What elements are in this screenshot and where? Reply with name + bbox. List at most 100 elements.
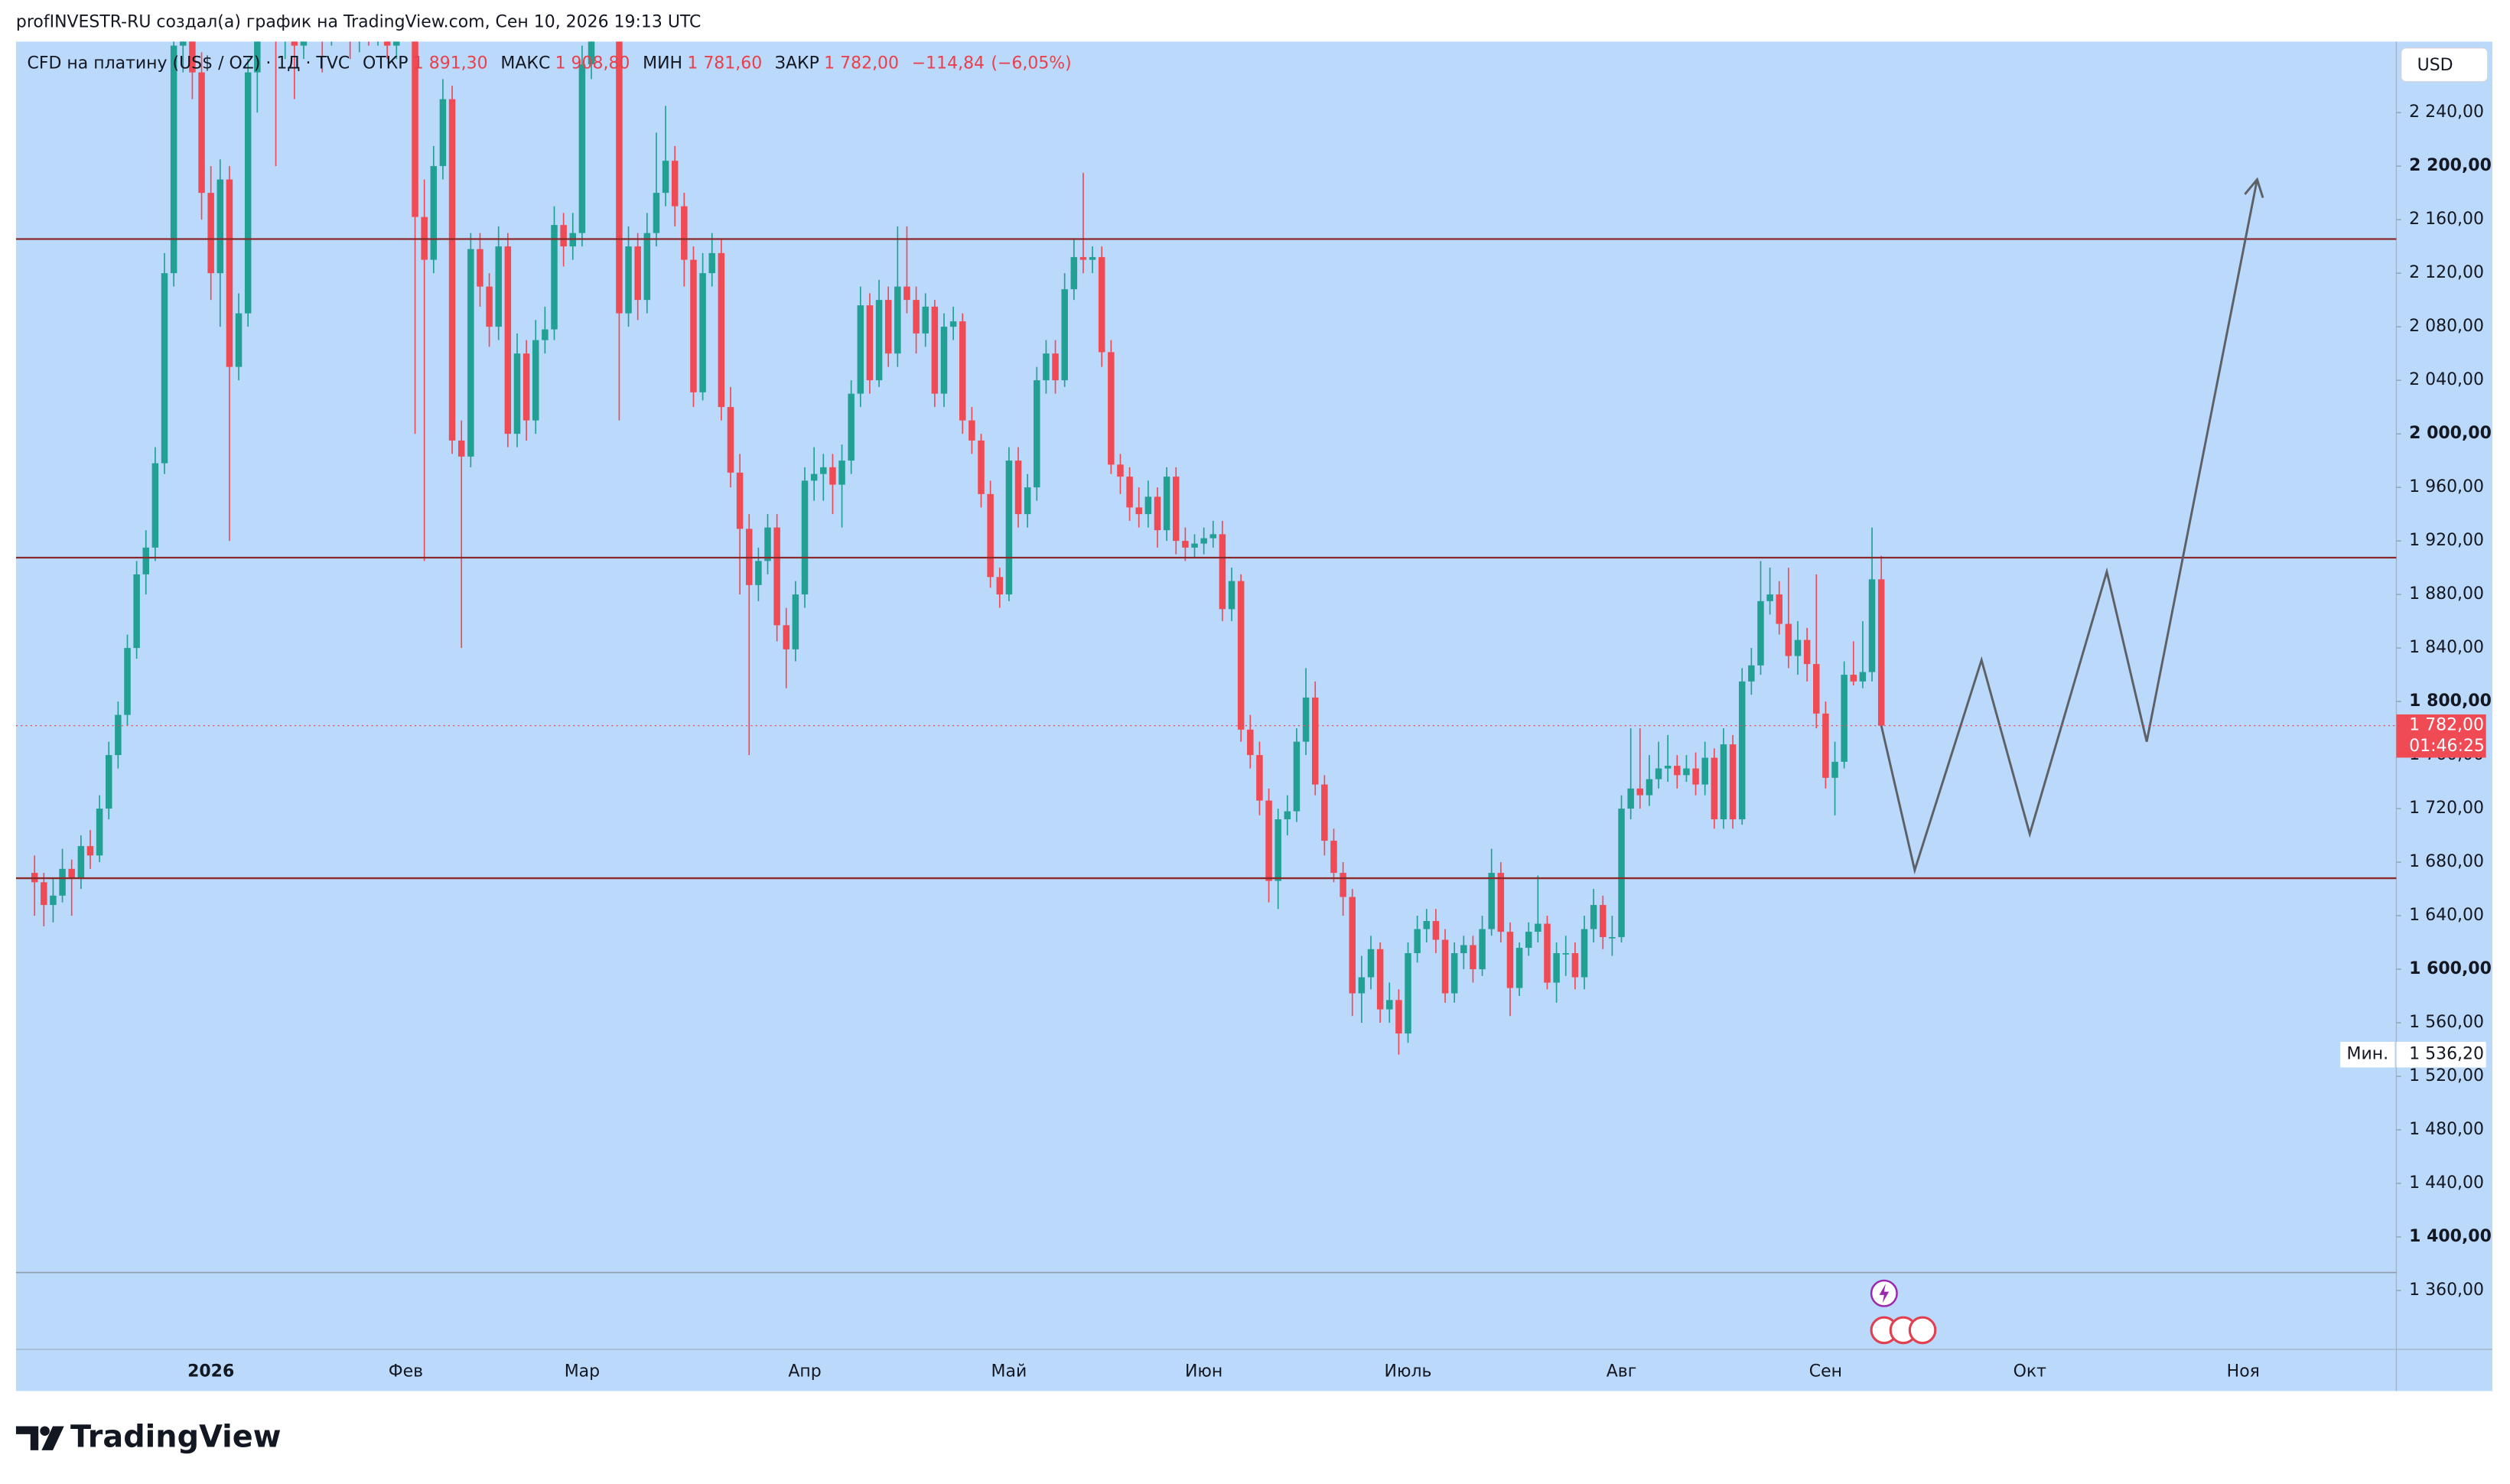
candle-body	[1785, 623, 1792, 656]
candle-body	[718, 252, 725, 408]
candle-body	[41, 882, 47, 906]
candle-body	[1850, 675, 1857, 682]
candle-body	[1163, 477, 1170, 531]
legend-key: МАКС	[500, 54, 550, 73]
y-tick-label: 1 720,00	[2409, 799, 2484, 818]
x-tick-label: Май	[991, 1362, 1027, 1381]
candle-body	[1367, 949, 1375, 978]
x-tick-label: Июн	[1185, 1362, 1222, 1381]
candle-body	[86, 846, 94, 856]
candle-body	[393, 41, 400, 46]
candle-body	[755, 561, 762, 585]
candle-body	[913, 300, 920, 334]
candle-body	[1627, 788, 1634, 809]
candle-body	[1386, 1000, 1393, 1010]
candle-body	[1813, 664, 1820, 714]
y-tick-label: 2 080,00	[2409, 317, 2484, 336]
candle-body	[1711, 757, 1718, 820]
candle-body	[161, 273, 168, 464]
candle-body	[1600, 905, 1607, 938]
candle-body	[1126, 477, 1133, 508]
candle-body	[1877, 579, 1885, 726]
candle-body	[653, 193, 660, 233]
chart-background	[15, 41, 2492, 1391]
candle-body	[1395, 1000, 1402, 1034]
candle-body	[448, 99, 456, 441]
y-tick-label: 1 600,00	[2409, 959, 2492, 978]
logo-mark	[41, 1426, 64, 1450]
candle-body	[300, 41, 308, 46]
candle-body	[866, 305, 874, 381]
candle-body	[226, 179, 233, 367]
candle-body	[1636, 788, 1644, 796]
candle-body	[1794, 639, 1802, 656]
candle-body	[551, 225, 558, 330]
candle-body	[383, 41, 391, 46]
candle-body	[180, 41, 187, 46]
candle-body	[532, 340, 539, 421]
candle-body	[1014, 460, 1022, 515]
y-tick-label: 1 920,00	[2409, 531, 2484, 550]
y-tick-label: 1 480,00	[2409, 1120, 2484, 1139]
candle-body	[1144, 496, 1152, 515]
candle-body	[151, 463, 159, 548]
y-tick-label: 1 880,00	[2409, 584, 2484, 604]
candle-body	[1043, 353, 1050, 381]
candle-body	[50, 895, 57, 906]
x-tick-label: 2026	[187, 1362, 234, 1381]
candle-body	[1701, 757, 1708, 785]
candle-body	[1034, 380, 1040, 488]
candle-body	[848, 393, 855, 461]
logo-mark	[15, 1426, 39, 1450]
candle-body	[634, 246, 641, 301]
legend-key: ОТКР	[363, 54, 409, 73]
candle-body	[625, 246, 632, 314]
candle-body	[643, 233, 651, 301]
y-tick-label: 1 640,00	[2409, 906, 2484, 925]
candle-body	[727, 407, 734, 473]
candle-body	[1618, 809, 1625, 938]
currency: USD	[2417, 56, 2453, 75]
candle-body	[616, 41, 623, 314]
candle-body	[1544, 923, 1551, 983]
event-icon[interactable]	[1908, 1316, 1937, 1345]
candle-body	[1488, 873, 1495, 929]
candle-body	[1117, 464, 1124, 477]
candle-body	[820, 467, 827, 474]
candle-body	[542, 329, 549, 340]
candle-body	[690, 259, 697, 392]
legend-value: 1 782,00	[824, 54, 899, 73]
candle-body	[1349, 897, 1356, 994]
candle-body	[1674, 766, 1681, 776]
candle-body	[857, 305, 864, 394]
y-tick-label: 2 000,00	[2409, 424, 2492, 443]
candle-body	[1683, 768, 1690, 776]
candle-body	[430, 166, 438, 260]
candle-body	[1311, 697, 1319, 785]
candle-body	[699, 273, 706, 392]
candle-body	[838, 460, 845, 485]
candle-body	[978, 440, 985, 494]
min-marker-text: Мин.	[2347, 1045, 2389, 1064]
countdown: 01:46:25	[2409, 737, 2485, 756]
legend-key: МИН	[643, 54, 682, 73]
candle-body	[495, 246, 502, 327]
candle-body	[810, 474, 818, 481]
event-icons[interactable]	[1870, 1279, 1937, 1345]
candle-body	[105, 755, 112, 809]
legend-value: 1 781,60	[687, 54, 762, 73]
currency-box[interactable]	[2401, 47, 2489, 83]
candle-body	[1803, 639, 1811, 665]
candle-body	[198, 72, 205, 194]
candle-body	[1237, 581, 1245, 730]
y-tick-label: 2 240,00	[2409, 103, 2484, 122]
legend-change: −114,84	[912, 54, 985, 73]
candle-body	[1284, 811, 1291, 820]
candle-body	[254, 41, 261, 73]
candle-body	[773, 527, 780, 626]
x-tick-label: Окт	[2014, 1362, 2047, 1381]
last-price-box	[2396, 714, 2486, 758]
candle-body	[412, 41, 418, 217]
candle-body	[457, 440, 465, 457]
